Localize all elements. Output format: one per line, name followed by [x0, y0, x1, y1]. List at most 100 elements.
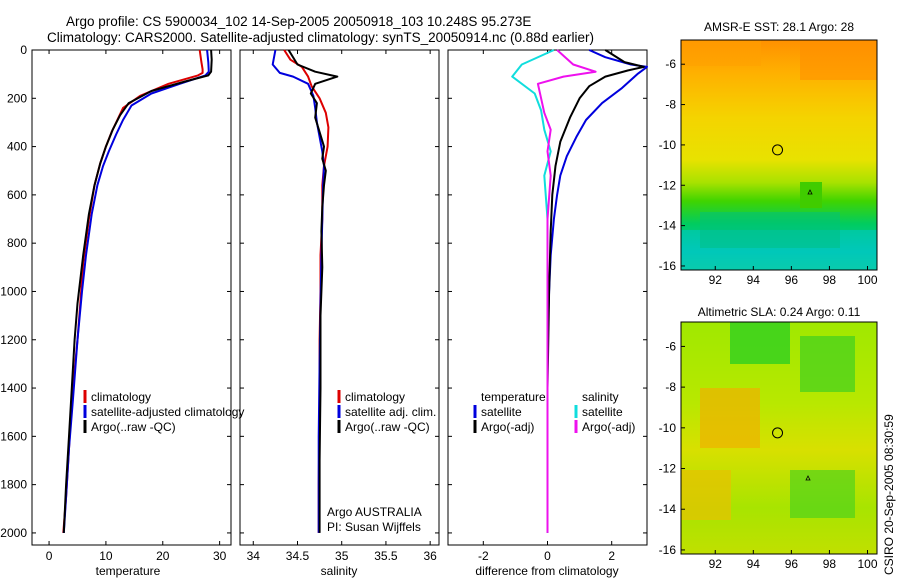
- difference-panel: -2 0 2 difference from climatology tempera…: [447, 49, 648, 578]
- figure-title-line1: Argo profile: CS 5900034_102 14-Sep-2005…: [66, 14, 531, 29]
- temperature-legend: climatology satellite-adjusted climatolo…: [83, 390, 244, 434]
- sla-high-patch-sw: [681, 470, 731, 520]
- x-tick-label: 30: [213, 549, 227, 563]
- argo-pi-label: PI: Susan Wijffels: [327, 520, 421, 534]
- sla-low-patch-ne: [800, 336, 855, 392]
- series-line-climatology: [62, 49, 204, 533]
- map-x-tick-label: 92: [709, 273, 723, 287]
- series-line-argo-raw-qc-: [287, 49, 339, 533]
- x-tick-label: 36: [423, 549, 437, 563]
- sst-warm-patch-east: [800, 40, 877, 80]
- sla-map-title: Altimetric SLA: 0.24 Argo: 0.11: [698, 305, 861, 319]
- map-x-tick-label: 100: [857, 273, 877, 287]
- legend-label-temp-argo: Argo(-adj): [481, 420, 534, 434]
- series-line-temperature-argo-adj-: [546, 49, 645, 533]
- argo-program-label: Argo AUSTRALIA: [327, 505, 422, 519]
- difference-legend: temperature salinity satellite Argo(-adj…: [473, 390, 635, 434]
- map-y-tick-label: -8: [665, 380, 676, 394]
- sla-argo-marker: [772, 427, 784, 439]
- y-tick-label: 1800: [0, 478, 27, 492]
- series-line-salinity-argo-adj-: [536, 49, 597, 533]
- salinity-axes-frame: [239, 49, 440, 546]
- map-y-tick-label: -14: [659, 502, 677, 516]
- map-y-tick-label: -16: [659, 259, 677, 273]
- map-x-tick-label: 96: [785, 273, 799, 287]
- map-x-tick-label: 94: [747, 273, 761, 287]
- sst-map-frame: [680, 39, 878, 271]
- sst-map-title: AMSR-E SST: 28.1 Argo: 28: [704, 20, 854, 34]
- sst-island-icon: [807, 189, 813, 195]
- legend-label-argo: Argo(..raw -QC): [91, 420, 176, 434]
- temperature-xlabel: temperature: [96, 564, 161, 578]
- legend-label-temp-satellite: satellite: [481, 405, 522, 419]
- y-tick-label: 800: [7, 236, 27, 250]
- map-y-tick-label: -6: [665, 57, 676, 71]
- map-y-tick-label: -10: [659, 421, 677, 435]
- series-line-temperature-satellite: [546, 49, 648, 533]
- x-tick-label: -2: [478, 549, 489, 563]
- salinity-xlabel: salinity: [321, 564, 358, 578]
- sla-island-icon: [805, 475, 811, 481]
- legend-label-sal-argo: Argo(-adj): [582, 420, 635, 434]
- y-tick-label: 200: [7, 91, 27, 105]
- legend-header-temperature: temperature: [481, 390, 546, 404]
- y-tick-label: 600: [7, 188, 27, 202]
- legend-header-salinity: salinity: [582, 390, 619, 404]
- map-y-tick-label: -8: [665, 98, 676, 112]
- y-tick-label: 2000: [0, 526, 27, 540]
- x-tick-label: 20: [156, 549, 170, 563]
- map-y-tick-label: -6: [665, 339, 676, 353]
- y-tick-label: 1000: [0, 284, 27, 298]
- map-y-tick-label: -14: [659, 219, 677, 233]
- map-x-tick-label: 94: [747, 557, 761, 571]
- x-tick-label: 0: [544, 549, 551, 563]
- sst-cool-tongue: [800, 182, 822, 208]
- legend-label-argo: Argo(..raw -QC): [345, 420, 430, 434]
- series-line-argo-raw-qc-: [62, 49, 213, 533]
- sla-map-frame: [680, 321, 878, 555]
- sla-low-patch-se: [790, 470, 855, 518]
- x-tick-label: 35: [335, 549, 349, 563]
- map-x-tick-label: 98: [823, 557, 837, 571]
- x-tick-label: 35.5: [374, 549, 398, 563]
- sla-map-panel: Altimetric SLA: 0.24 Argo: 0.11 92 94 96 98…: [659, 305, 878, 571]
- map-x-tick-label: 92: [709, 557, 723, 571]
- x-tick-label: 0: [46, 549, 53, 563]
- difference-xlabel: difference from climatology: [475, 564, 618, 578]
- x-tick-label: 34: [247, 549, 261, 563]
- figure-title-line2: Climatology: CARS2000. Satellite-adjuste…: [47, 30, 594, 45]
- legend-label-sal-satellite: satellite: [582, 405, 623, 419]
- csiro-timestamp-label: CSIRO 20-Sep-2005 08:30:59: [882, 414, 896, 575]
- sst-cool-patch: [700, 212, 840, 248]
- map-y-tick-label: -12: [659, 178, 677, 192]
- y-tick-label: 1200: [0, 333, 27, 347]
- sst-argo-marker: [772, 144, 784, 156]
- y-tick-label: 400: [7, 140, 27, 154]
- x-tick-label: 2: [608, 549, 615, 563]
- y-tick-label: 0: [20, 43, 27, 57]
- sla-low-patch-north: [730, 322, 790, 364]
- salinity-legend: climatology satellite adj. clim. Argo(..…: [337, 390, 436, 434]
- temperature-panel: 0 10 20 30 0 200 400 600 800 1000 1200 1400 1600 1800…: [0, 43, 244, 578]
- salinity-panel: 34 34.5 35 35.5 36 salinity climatology sate…: [239, 49, 440, 578]
- sst-map-panel: AMSR-E SST: 28.1 Argo: 28 92 94 96 98 100 -6 -…: [659, 20, 878, 287]
- map-y-tick-label: -10: [659, 138, 677, 152]
- legend-label-satellite-adjusted: satellite-adjusted climatology: [91, 405, 244, 419]
- map-y-tick-label: -12: [659, 462, 677, 476]
- map-x-tick-label: 100: [857, 557, 877, 571]
- x-tick-label: 34.5: [286, 549, 310, 563]
- x-tick-label: 10: [99, 549, 113, 563]
- legend-label-climatology: climatology: [345, 390, 405, 404]
- y-tick-label: 1600: [0, 429, 27, 443]
- sst-warm-patch: [681, 40, 761, 66]
- legend-label-climatology: climatology: [91, 390, 151, 404]
- series-line-satellite-adjusted-climatology: [62, 49, 210, 533]
- map-x-tick-label: 98: [823, 273, 837, 287]
- y-tick-label: 1400: [0, 381, 27, 395]
- map-y-tick-label: -16: [659, 543, 677, 557]
- map-x-tick-label: 96: [785, 557, 799, 571]
- sla-high-patch: [700, 388, 760, 448]
- legend-label-satellite-adj: satellite adj. clim.: [345, 405, 436, 419]
- temperature-axes-frame: [31, 49, 232, 546]
